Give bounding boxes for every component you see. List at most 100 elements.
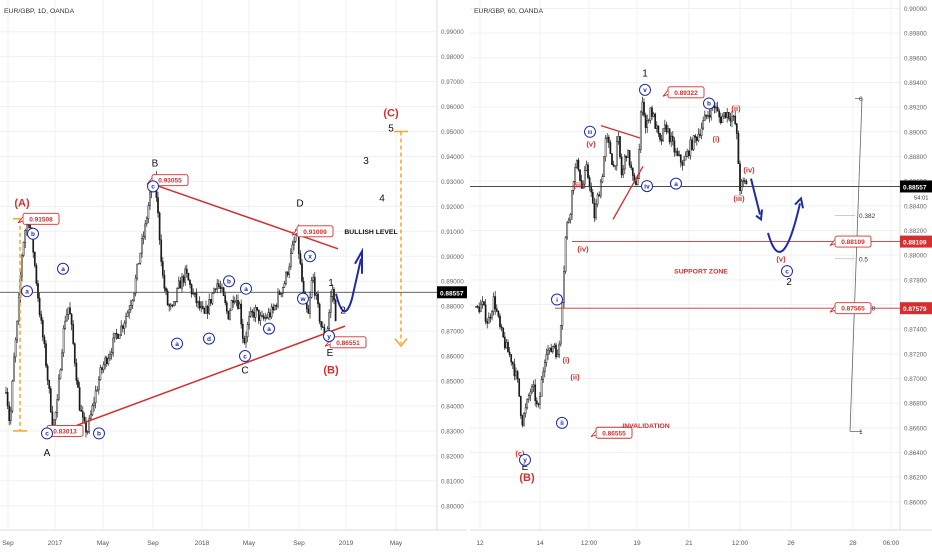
candle-body bbox=[494, 296, 497, 310]
candle-body bbox=[652, 113, 655, 117]
candle-body bbox=[732, 115, 735, 118]
candle-body bbox=[646, 120, 649, 128]
candle-body bbox=[265, 317, 268, 319]
candle-body bbox=[198, 301, 201, 309]
wave-label-black: 2 bbox=[786, 277, 792, 288]
wave-circle bbox=[670, 177, 682, 190]
candle-body bbox=[293, 240, 295, 246]
candle-body bbox=[112, 337, 115, 353]
wave-label-black: B bbox=[152, 158, 159, 169]
wave-circle-label: b bbox=[227, 279, 231, 286]
current-price-tag bbox=[437, 286, 467, 299]
candle-body bbox=[572, 181, 575, 191]
candle-body bbox=[281, 287, 284, 294]
candle-body bbox=[510, 354, 513, 363]
candle-body bbox=[40, 314, 43, 321]
y-tick-label: 0.90000 bbox=[441, 254, 464, 261]
candle-body bbox=[513, 363, 516, 377]
candle-body bbox=[609, 142, 612, 154]
candle-body bbox=[131, 300, 134, 306]
candle-body bbox=[93, 402, 95, 407]
candle-body bbox=[193, 292, 196, 295]
candle-body bbox=[33, 251, 36, 266]
wave-circle-label: c bbox=[785, 268, 789, 275]
candle-body bbox=[627, 150, 629, 158]
y-tick-label: 0.89800 bbox=[904, 31, 927, 38]
candle-body bbox=[620, 156, 623, 176]
candle-body bbox=[264, 317, 267, 319]
candle-body bbox=[107, 358, 110, 365]
y-tick-label: 0.87200 bbox=[904, 351, 927, 358]
wave-circle-label: b bbox=[97, 431, 101, 438]
chart-title: EUR/GBP, 1D, OANDA bbox=[4, 8, 75, 15]
candle-body bbox=[328, 312, 331, 329]
wave-circle bbox=[240, 282, 252, 295]
candle-body bbox=[64, 320, 67, 329]
candle-body bbox=[246, 324, 249, 338]
x-tick-label: Sep bbox=[147, 540, 159, 547]
y-tick-label: 0.83000 bbox=[441, 428, 464, 435]
candle-body bbox=[62, 328, 65, 354]
candle-body bbox=[617, 136, 620, 142]
candle-body bbox=[729, 117, 732, 122]
candle-body bbox=[719, 116, 722, 124]
wave-label-red: (ii) bbox=[731, 104, 741, 113]
y-tick-label: 0.94000 bbox=[441, 154, 464, 161]
candle-body bbox=[686, 150, 689, 157]
wave-circle-label: a bbox=[267, 326, 271, 333]
candle-body bbox=[531, 386, 533, 393]
wave-circle bbox=[41, 427, 53, 440]
y-tick-label: 0.93000 bbox=[441, 179, 464, 186]
wave-circle-label: x bbox=[308, 254, 312, 261]
candle-body bbox=[687, 150, 690, 157]
candle-body bbox=[46, 365, 49, 381]
candle-body bbox=[173, 301, 175, 307]
candle-body bbox=[208, 299, 211, 314]
candle-body bbox=[267, 312, 270, 319]
candle-body bbox=[718, 110, 721, 118]
candle-body bbox=[734, 115, 737, 125]
candle-body bbox=[705, 114, 708, 117]
candle-body bbox=[526, 398, 529, 409]
candle-body bbox=[703, 114, 706, 121]
candle-body bbox=[569, 213, 572, 221]
wave-circle-label: b bbox=[707, 101, 711, 108]
candle-body bbox=[607, 136, 610, 143]
candle-body bbox=[117, 333, 119, 339]
candle-body bbox=[543, 362, 546, 373]
candle-body bbox=[230, 300, 233, 311]
y-tick-label: 0.86600 bbox=[904, 425, 927, 432]
candle-body bbox=[483, 301, 485, 306]
price-box-label: 0.83013 bbox=[53, 428, 77, 435]
candle-body bbox=[740, 181, 743, 191]
candle-body bbox=[556, 354, 559, 358]
candle-body bbox=[310, 280, 313, 298]
x-tick-label: 2018 bbox=[195, 540, 210, 547]
candle-body bbox=[197, 301, 199, 304]
candle-body bbox=[289, 252, 292, 268]
x-tick-label: 2019 bbox=[339, 540, 354, 547]
candle-body bbox=[307, 308, 310, 314]
y-tick-label: 0.81000 bbox=[441, 478, 464, 485]
wave-label-red: (i) bbox=[712, 135, 720, 144]
current-price-label: 0.88557 bbox=[440, 290, 464, 297]
x-tick-label: 28 bbox=[849, 540, 857, 547]
candle-body bbox=[611, 153, 613, 166]
y-tick-label: 0.88800 bbox=[904, 154, 927, 161]
wave-circle bbox=[263, 322, 275, 335]
candle-body bbox=[141, 238, 143, 254]
y-tick-label: 0.82000 bbox=[441, 453, 464, 460]
candle-body bbox=[261, 315, 263, 317]
candle-body bbox=[201, 305, 204, 309]
candle-body bbox=[229, 309, 231, 320]
candle-body bbox=[518, 378, 521, 397]
candle-body bbox=[478, 306, 481, 313]
candle-body bbox=[43, 336, 46, 345]
candle-body bbox=[22, 242, 25, 256]
wave-label-red: (iii) bbox=[733, 194, 745, 203]
candle-body bbox=[182, 276, 185, 283]
candle-body bbox=[241, 323, 244, 339]
candle-body bbox=[54, 412, 57, 421]
fib-tool bbox=[849, 98, 863, 432]
candle-body bbox=[176, 287, 179, 302]
